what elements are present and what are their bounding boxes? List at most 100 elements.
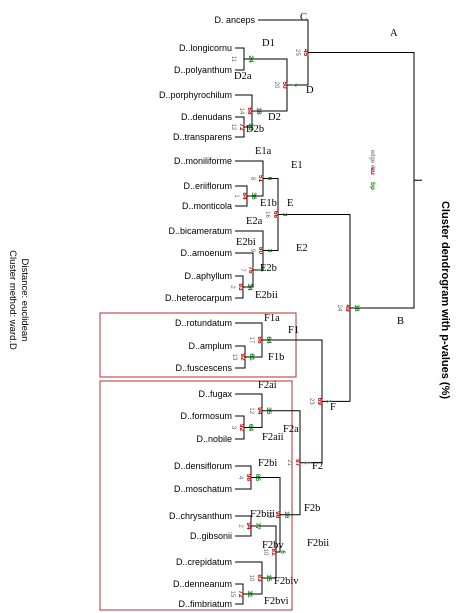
chart-title: Cluster dendrogram with p-values (%) [439,201,451,399]
branch-d [244,58,288,112]
leaf-label: D..crepidatum [176,557,232,567]
node-bp-value: 26 [247,123,254,131]
cluster-labels: A B C D D1 D2 D2a D2b E E1 E1a E1b E2 E2a E2bi E2b E2bii… [234,12,404,607]
node-au-value: 72 [238,123,245,131]
cluster-label-e1: E1 [291,160,303,171]
cluster-label-f1: F1 [288,325,299,336]
leaf-label: D. anceps [214,15,255,25]
node-au-value: 72 [237,590,244,598]
node-bp-value: 77 [254,522,261,530]
node-edge-value: 23 [308,398,314,405]
leaf-label: D..bicameratum [168,226,232,236]
cluster-label-f2a: F2a [283,424,299,435]
node-au-value: 68 [246,107,253,115]
node-bp-value: 6 [266,177,273,181]
cluster-label-f1b: F1b [268,352,284,363]
node-edge-value: 8 [249,177,255,181]
node-au-value: 66 [272,211,279,219]
highlight-box-f2 [99,380,293,611]
legend-bp: bp [369,182,376,190]
leaf-label: D..denneanum [173,579,232,589]
leaf-label: D..nobile [196,434,232,444]
node-bp-value: 36 [250,192,257,200]
cluster-label-d2: D2 [268,112,281,123]
node-edge-value: 10 [248,575,254,582]
cluster-label-d: D [306,85,314,96]
cluster-label-d2b: D2b [246,124,264,135]
leaf-label: D..fugax [198,389,232,399]
highlight-box-f1 [99,312,297,378]
node-bp-value: 31 [246,590,253,598]
cluster-label-c: C [300,12,307,23]
node-edge-value: 3 [230,426,236,430]
leaf-label: D..chrysanthum [169,511,232,521]
leaf-label: D..amplum [188,341,232,351]
leaf-label: D..fimbriatum [178,599,232,609]
leaf-label: D..polyanthum [174,65,232,75]
cluster-label-b: B [397,316,404,327]
node-bp-value: 1 [303,461,310,465]
node-au-value: 92 [238,424,245,432]
node-edge-value: 7 [239,268,245,272]
node-bp-value: 18 [255,107,262,115]
node-au-value: 80 [257,247,264,255]
cluster-label-e1b: E1b [260,198,277,209]
node-au-value: 83 [237,283,244,291]
node-au-value: 83 [256,574,263,582]
leaf-label: D..moschatum [174,484,232,494]
node-edge-value: 13 [231,354,237,361]
node-edge-value: 11 [230,56,236,63]
leaf-label: D..eriiflorum [183,181,232,191]
node-edge-value: 21 [286,459,292,466]
cluster-label-e2bi: E2bi [236,237,256,248]
node-bp-value: 64 [247,424,254,432]
node-au-value: 69 [316,398,323,406]
node-edge-value: 19 [266,511,272,518]
cluster-label-e: E [287,198,293,209]
leaf-label: D..denudans [181,112,233,122]
cluster-label-f2bi: F2bi [258,458,277,469]
node-edge-value: 15 [229,591,235,598]
node-bp-value: 7 [290,83,297,87]
cluster-label-f2bv: F2bv [262,540,284,551]
leaf-label: D..heterocarpum [165,293,232,303]
cluster-label-f2aii: F2aii [262,432,284,443]
leaf-label: D..aphyllum [184,271,232,281]
leaf-label: D..gibsonii [190,531,232,541]
node-au-value: 50 [281,81,288,89]
subcluster-boxes [99,312,297,611]
node-au-value: 81 [270,548,277,556]
node-au-value: 45 [302,49,309,57]
node-edge-value: 16 [264,211,270,218]
node-edge-value: 1 [233,194,239,198]
node-bp-value: 6 [279,550,286,554]
leaf-label: D..monticola [182,201,232,211]
node-au-value: 51 [257,175,264,183]
cluster-method-label: Cluster method: ward.D [7,250,18,350]
node-edge-value: 14 [238,108,244,115]
cluster-label-f2biii: F2biii [250,509,275,520]
node-au-value: 98 [245,474,252,482]
node-au-value: 94 [245,522,252,530]
node-bp-value: 24 [247,55,254,63]
leaf-label: D..moniliforme [174,156,232,166]
cluster-label-f2ai: F2ai [258,380,277,391]
node-bp-value: 34 [246,283,253,291]
node-edge-value: 2 [229,285,235,289]
node-au-value: 49 [344,304,351,312]
dendrogram-branches [235,19,422,605]
node-bp-value: 61 [248,353,255,361]
node-bp-value: 7 [256,268,263,272]
leaf-label: D..densiflorum [174,461,232,471]
legend-au: au [369,167,376,175]
node-edge-value: 25 [294,49,300,56]
node-au-value: 84 [241,192,248,200]
node-edge-value: 10 [262,549,268,556]
cluster-label-f2b: F2b [304,503,320,514]
cluster-label-d2a: D2a [234,71,252,82]
leaf-label: D..longicornu [179,43,232,53]
cluster-label-f2biv: F2biv [274,576,299,587]
node-bp-value: 1 [325,400,332,404]
node-au-value: 87 [294,459,301,467]
node-bp-value: 16 [283,511,290,519]
